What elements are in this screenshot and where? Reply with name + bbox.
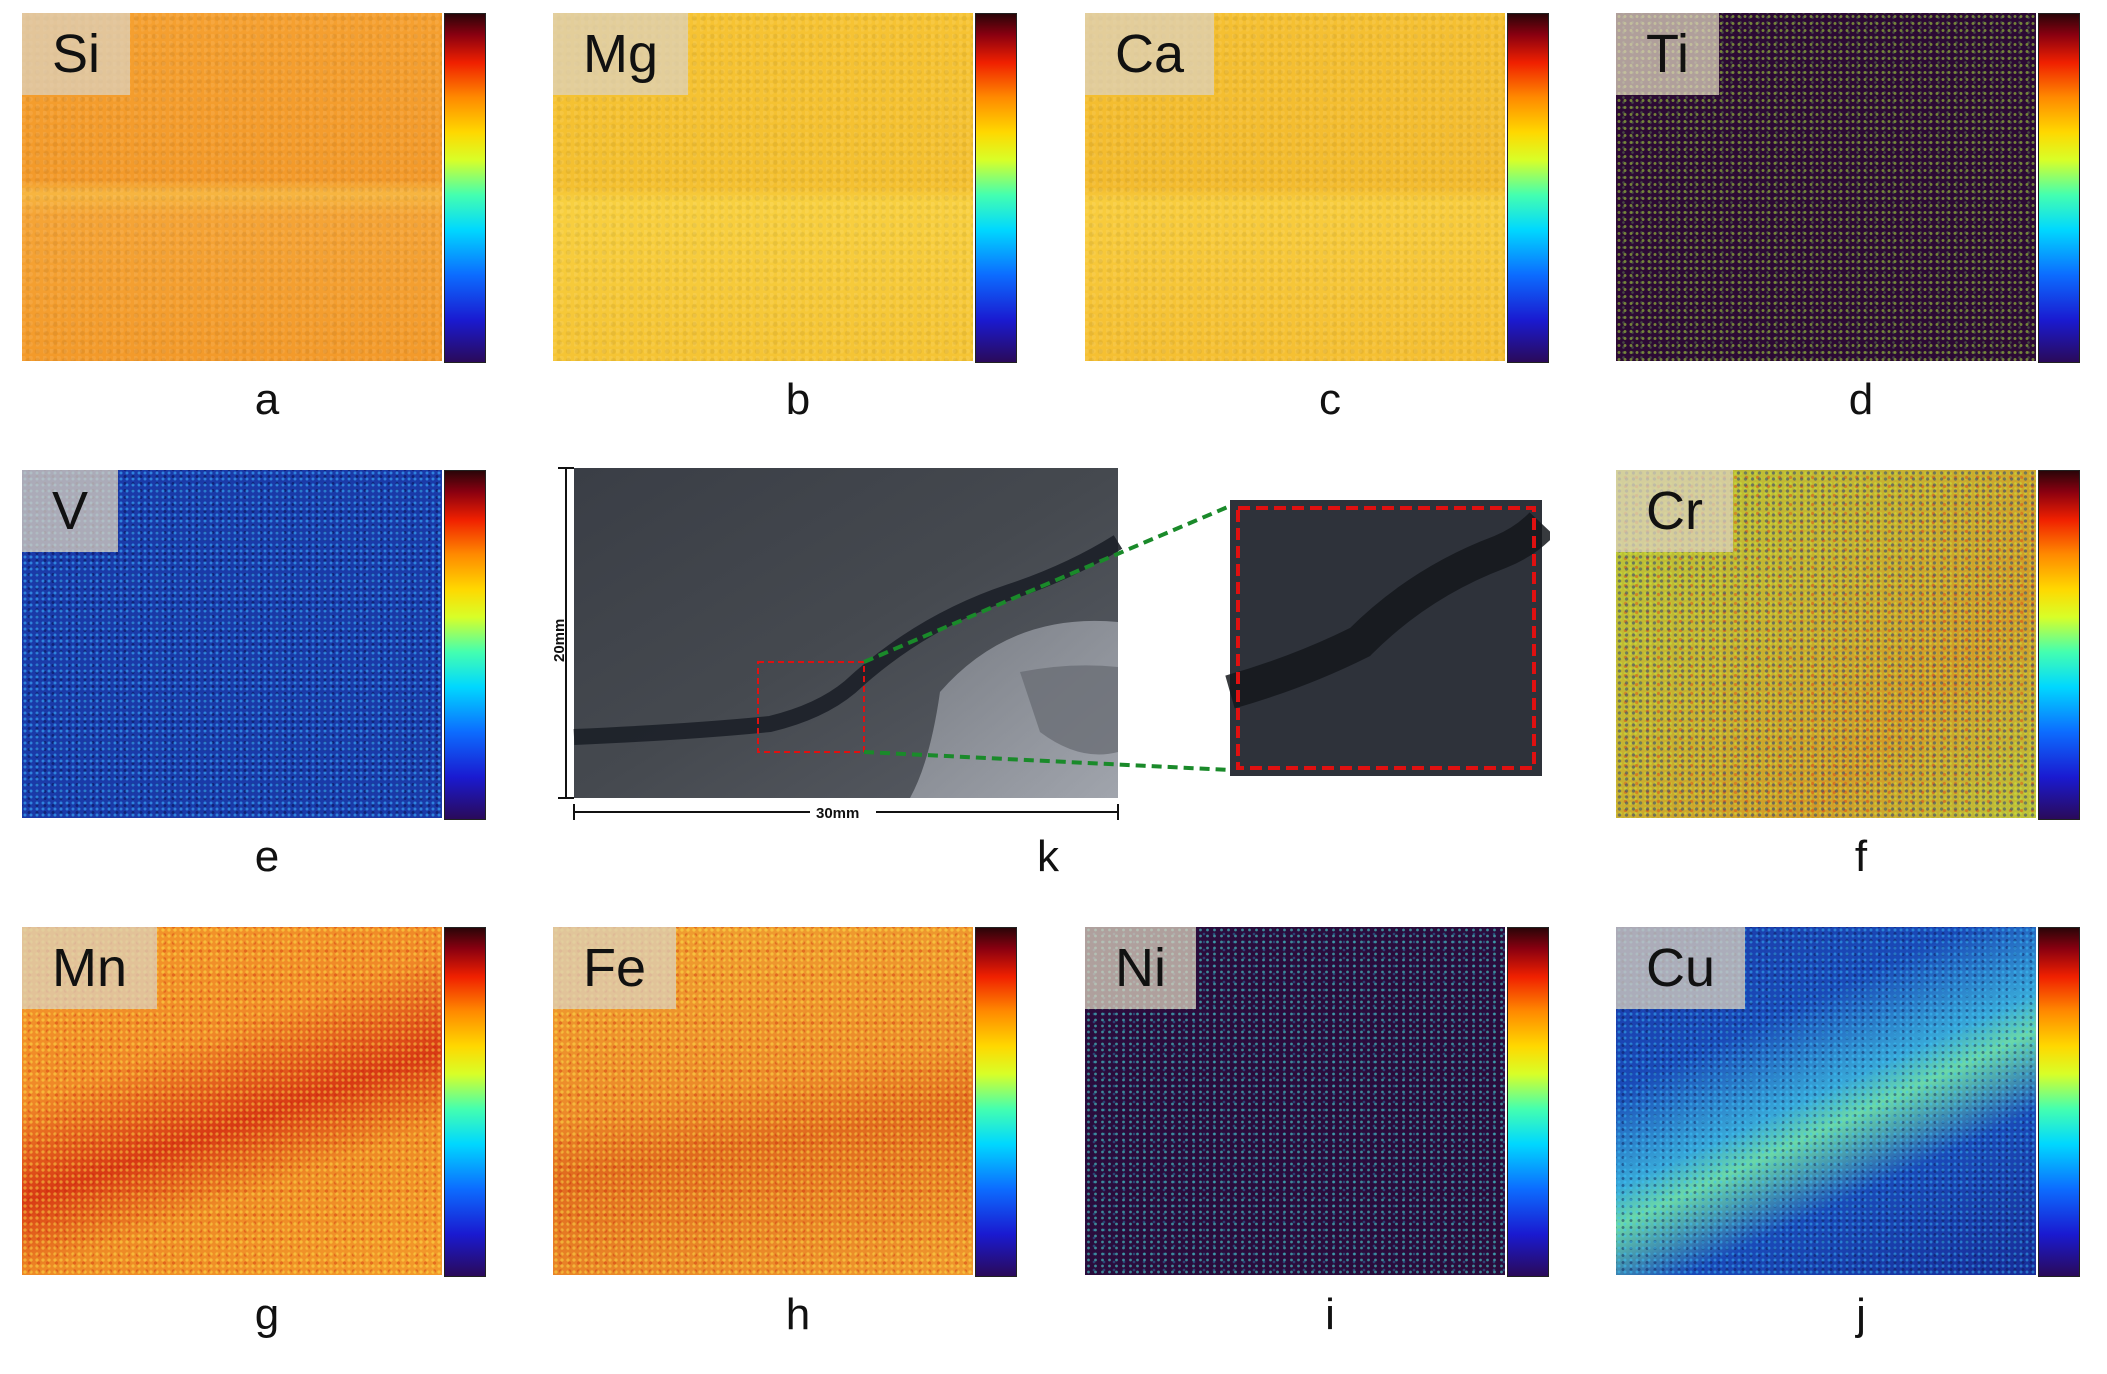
cu-element-map: Cu [1616, 927, 2036, 1275]
ni-colorbar [1507, 927, 1549, 1277]
dark-vein [573, 535, 1123, 745]
si-element-label: Si [22, 13, 131, 95]
cu-element-label: Cu [1616, 927, 1746, 1009]
mg-colorbar [975, 13, 1017, 363]
cr-element-label: Cr [1616, 470, 1733, 552]
cr-colorbar [2038, 470, 2080, 820]
caption-c: c [1319, 375, 1341, 424]
width-scale-label: 30mm [816, 805, 859, 822]
ca-element-map: Ca [1085, 13, 1505, 361]
mg-element-label: Mg [553, 13, 689, 95]
caption-f: f [1854, 832, 1868, 881]
zoom-inset-border [1236, 506, 1536, 770]
cr-element-map: Cr [1616, 470, 2036, 818]
sample-photo-figure: 20mm 30mm [551, 467, 1550, 822]
zoom-inset-vein [1225, 512, 1550, 709]
mn-colorbar [444, 927, 486, 1277]
ca-colorbar [1507, 13, 1549, 363]
fe-element-map: Fe [553, 927, 973, 1275]
mn-element-map: Mn [22, 927, 442, 1275]
caption-a: a [254, 375, 280, 424]
height-scale-label: 20mm [551, 619, 568, 662]
v-element-map: V [22, 470, 442, 818]
ti-element-map: Ti [1616, 13, 2036, 361]
connector-bottom [863, 750, 1231, 772]
si-element-map: Si [22, 13, 442, 361]
caption-h: h [785, 1290, 811, 1339]
ti-colorbar [2038, 13, 2080, 363]
ti-element-label: Ti [1616, 13, 1719, 95]
roi-box [757, 661, 865, 753]
v-colorbar [444, 470, 486, 820]
light-region [910, 620, 1118, 798]
connector-top [863, 504, 1231, 664]
si-colorbar [444, 13, 486, 363]
ni-element-map: Ni [1085, 927, 1505, 1275]
mn-element-label: Mn [22, 927, 158, 1009]
caption-g: g [254, 1290, 280, 1339]
light-region-shadow [1020, 665, 1118, 755]
ni-element-label: Ni [1085, 927, 1196, 1009]
fe-colorbar [975, 927, 1017, 1277]
caption-e: e [254, 832, 280, 881]
caption-i: i [1325, 1290, 1335, 1339]
mg-element-map: Mg [553, 13, 973, 361]
v-element-label: V [22, 470, 119, 552]
width-scale-label-bg [810, 804, 876, 820]
caption-j: j [1856, 1290, 1866, 1339]
caption-d: d [1848, 375, 1874, 424]
cu-colorbar [2038, 927, 2080, 1277]
ca-element-label: Ca [1085, 13, 1215, 95]
caption-k: k [1037, 832, 1059, 881]
caption-b: b [785, 375, 811, 424]
fe-element-label: Fe [553, 927, 677, 1009]
